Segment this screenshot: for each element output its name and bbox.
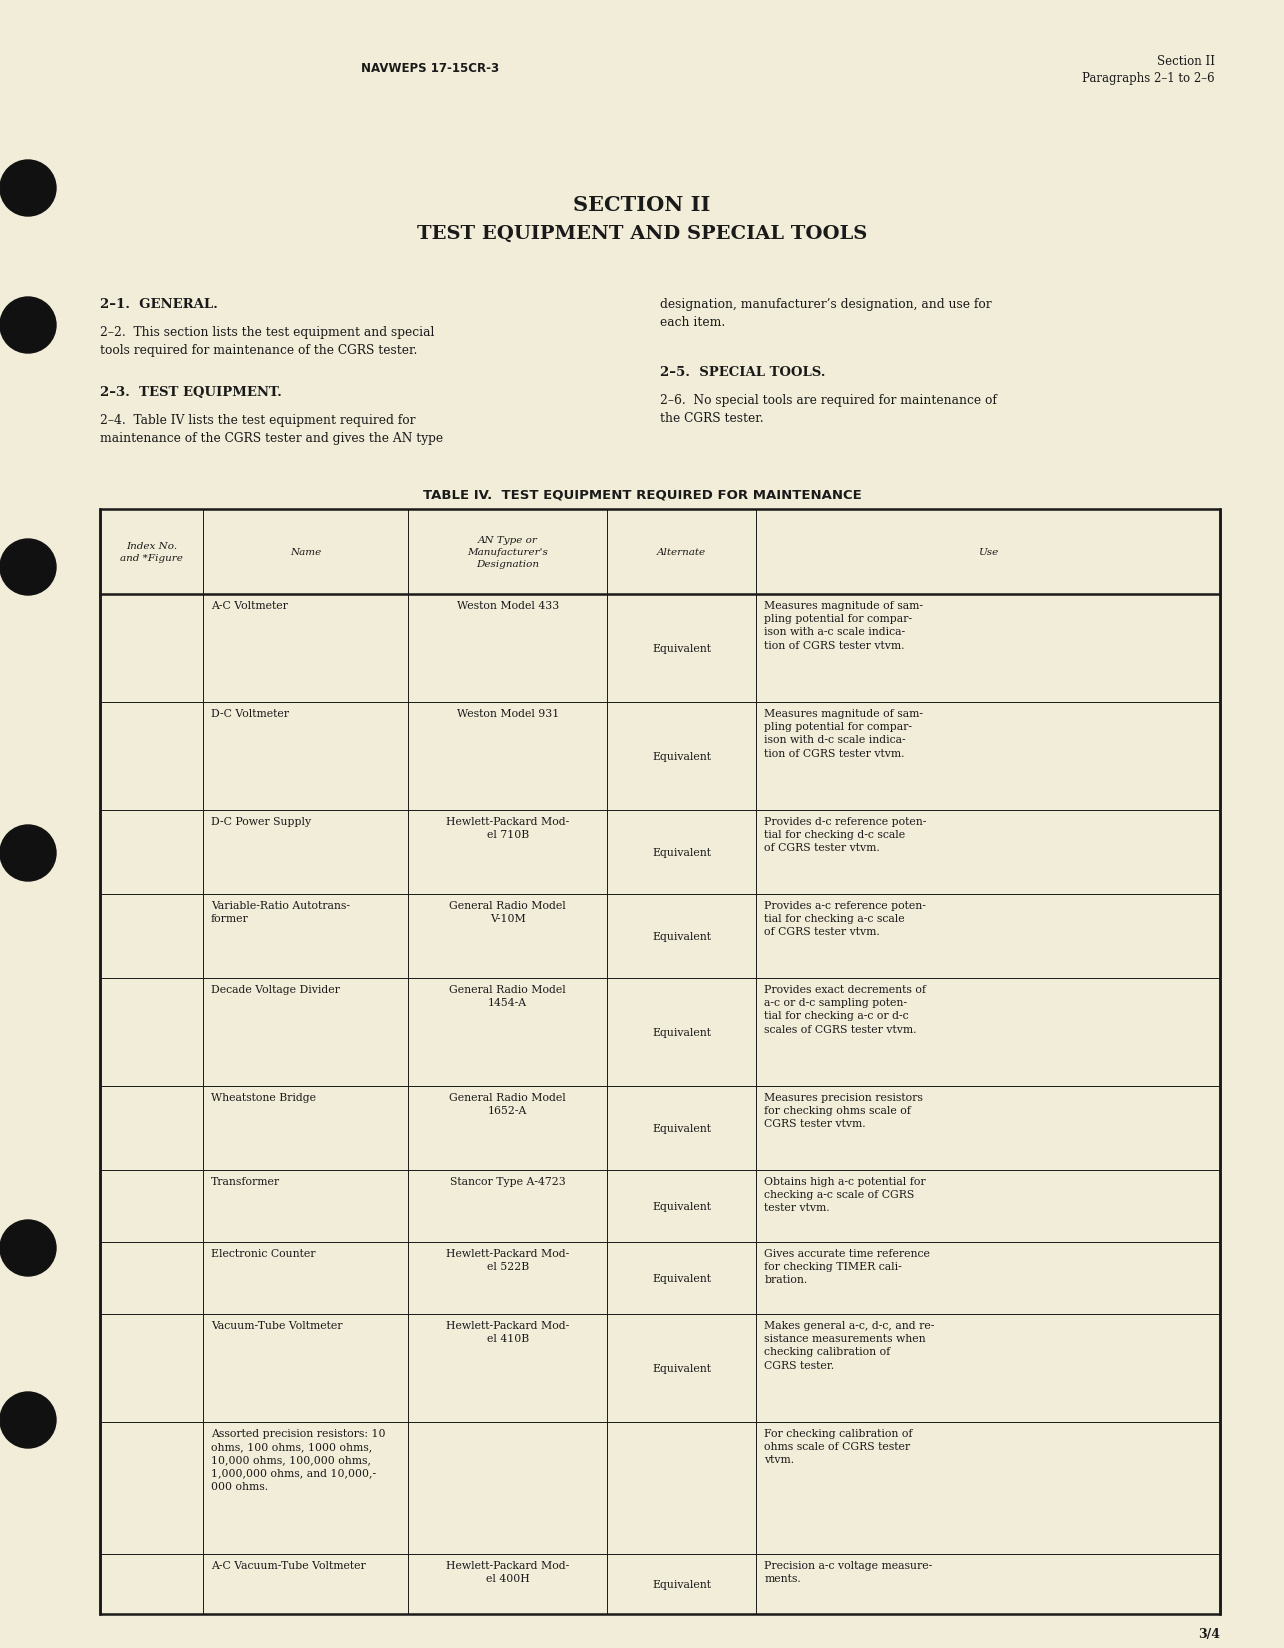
- Text: SECTION II: SECTION II: [574, 194, 710, 214]
- Text: 2–2.  This section lists the test equipment and special
tools required for maint: 2–2. This section lists the test equipme…: [100, 326, 434, 356]
- Text: Index No.
and *Figure: Index No. and *Figure: [121, 542, 182, 562]
- Text: A-C Vacuum-Tube Voltmeter: A-C Vacuum-Tube Voltmeter: [211, 1561, 366, 1571]
- Text: General Radio Model
V-10M: General Radio Model V-10M: [449, 900, 566, 923]
- Circle shape: [0, 1220, 56, 1276]
- Text: Equivalent: Equivalent: [652, 1579, 711, 1589]
- Circle shape: [0, 162, 56, 218]
- Text: AN Type or
Manufacturer's
Designation: AN Type or Manufacturer's Designation: [467, 536, 548, 569]
- Text: Hewlett-Packard Mod-
el 710B: Hewlett-Packard Mod- el 710B: [446, 816, 569, 840]
- Text: 2–4.  Table IV lists the test equipment required for
maintenance of the CGRS tes: 2–4. Table IV lists the test equipment r…: [100, 414, 443, 445]
- Text: Weston Model 433: Weston Model 433: [457, 600, 559, 611]
- Text: Vacuum-Tube Voltmeter: Vacuum-Tube Voltmeter: [211, 1320, 343, 1330]
- Text: Alternate: Alternate: [657, 547, 706, 557]
- Text: Use: Use: [978, 547, 998, 557]
- Text: Equivalent: Equivalent: [652, 1124, 711, 1134]
- Text: Equivalent: Equivalent: [652, 1274, 711, 1284]
- Text: D-C Voltmeter: D-C Voltmeter: [211, 709, 289, 719]
- Text: 3/4: 3/4: [1198, 1627, 1220, 1640]
- Circle shape: [0, 298, 56, 354]
- Text: Stancor Type A-4723: Stancor Type A-4723: [449, 1177, 565, 1187]
- Text: Gives accurate time reference
for checking TIMER cali-
bration.: Gives accurate time reference for checki…: [764, 1248, 930, 1285]
- Text: Paragraphs 2–1 to 2–6: Paragraphs 2–1 to 2–6: [1082, 73, 1215, 86]
- Bar: [100, 509, 1220, 1613]
- Text: Measures magnitude of sam-
pling potential for compar-
ison with a-c scale indic: Measures magnitude of sam- pling potenti…: [764, 600, 923, 651]
- Text: Assorted precision resistors: 10
ohms, 100 ohms, 1000 ohms,
10,000 ohms, 100,000: Assorted precision resistors: 10 ohms, 1…: [211, 1429, 385, 1491]
- Text: Hewlett-Packard Mod-
el 400H: Hewlett-Packard Mod- el 400H: [446, 1561, 569, 1584]
- Text: 2–3.  TEST EQUIPMENT.: 2–3. TEST EQUIPMENT.: [100, 386, 282, 399]
- Text: For checking calibration of
ohms scale of CGRS tester
vtvm.: For checking calibration of ohms scale o…: [764, 1429, 913, 1465]
- Text: designation, manufacturer’s designation, and use for
each item.: designation, manufacturer’s designation,…: [660, 298, 991, 330]
- Text: Equivalent: Equivalent: [652, 644, 711, 654]
- Text: Obtains high a-c potential for
checking a-c scale of CGRS
tester vtvm.: Obtains high a-c potential for checking …: [764, 1177, 926, 1213]
- Text: Equivalent: Equivalent: [652, 751, 711, 761]
- Text: Electronic Counter: Electronic Counter: [211, 1248, 316, 1257]
- Text: Wheatstone Bridge: Wheatstone Bridge: [211, 1093, 316, 1103]
- Text: 2–5.  SPECIAL TOOLS.: 2–5. SPECIAL TOOLS.: [660, 366, 826, 379]
- Circle shape: [0, 1393, 56, 1449]
- Text: Measures precision resistors
for checking ohms scale of
CGRS tester vtvm.: Measures precision resistors for checkin…: [764, 1093, 923, 1129]
- Circle shape: [0, 826, 56, 882]
- Text: Weston Model 931: Weston Model 931: [457, 709, 559, 719]
- Text: Equivalent: Equivalent: [652, 1363, 711, 1373]
- Text: D-C Power Supply: D-C Power Supply: [211, 816, 311, 827]
- Text: Measures magnitude of sam-
pling potential for compar-
ison with d-c scale indic: Measures magnitude of sam- pling potenti…: [764, 709, 923, 758]
- Text: A-C Voltmeter: A-C Voltmeter: [211, 600, 288, 611]
- Text: Provides d-c reference poten-
tial for checking d-c scale
of CGRS tester vtvm.: Provides d-c reference poten- tial for c…: [764, 816, 927, 854]
- Circle shape: [0, 539, 56, 595]
- Text: Name: Name: [290, 547, 321, 557]
- Text: Provides exact decrements of
a-c or d-c sampling poten-
tial for checking a-c or: Provides exact decrements of a-c or d-c …: [764, 984, 926, 1033]
- Text: Equivalent: Equivalent: [652, 1027, 711, 1037]
- Text: Section II: Section II: [1157, 54, 1215, 68]
- Text: General Radio Model
1454-A: General Radio Model 1454-A: [449, 984, 566, 1007]
- Text: General Radio Model
1652-A: General Radio Model 1652-A: [449, 1093, 566, 1116]
- Text: Hewlett-Packard Mod-
el 410B: Hewlett-Packard Mod- el 410B: [446, 1320, 569, 1343]
- Text: Provides a-c reference poten-
tial for checking a-c scale
of CGRS tester vtvm.: Provides a-c reference poten- tial for c…: [764, 900, 926, 936]
- Text: Hewlett-Packard Mod-
el 522B: Hewlett-Packard Mod- el 522B: [446, 1248, 569, 1271]
- Text: 2–6.  No special tools are required for maintenance of
the CGRS tester.: 2–6. No special tools are required for m…: [660, 394, 996, 425]
- Text: NAVWEPS 17-15CR-3: NAVWEPS 17-15CR-3: [361, 63, 499, 74]
- Text: TEST EQUIPMENT AND SPECIAL TOOLS: TEST EQUIPMENT AND SPECIAL TOOLS: [417, 224, 867, 242]
- Text: Precision a-c voltage measure-
ments.: Precision a-c voltage measure- ments.: [764, 1561, 932, 1584]
- Text: Decade Voltage Divider: Decade Voltage Divider: [211, 984, 340, 994]
- Text: Equivalent: Equivalent: [652, 931, 711, 941]
- Text: Equivalent: Equivalent: [652, 1201, 711, 1211]
- Text: TABLE IV.  TEST EQUIPMENT REQUIRED FOR MAINTENANCE: TABLE IV. TEST EQUIPMENT REQUIRED FOR MA…: [422, 488, 862, 501]
- Text: Equivalent: Equivalent: [652, 847, 711, 857]
- Text: Transformer: Transformer: [211, 1177, 280, 1187]
- Text: 2–1.  GENERAL.: 2–1. GENERAL.: [100, 298, 218, 311]
- Text: Makes general a-c, d-c, and re-
sistance measurements when
checking calibration : Makes general a-c, d-c, and re- sistance…: [764, 1320, 935, 1369]
- Text: Variable-Ratio Autotrans-
former: Variable-Ratio Autotrans- former: [211, 900, 351, 923]
